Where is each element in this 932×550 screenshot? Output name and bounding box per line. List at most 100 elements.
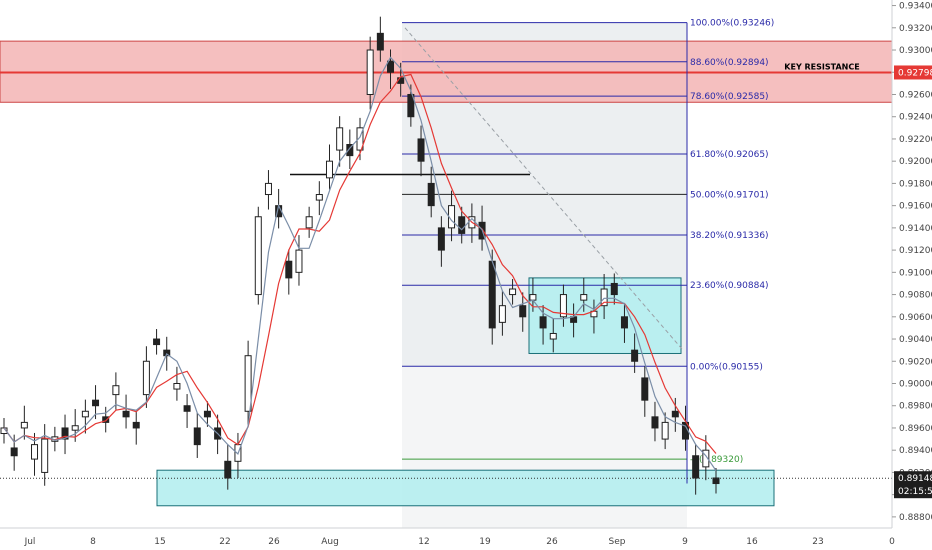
candle-body	[366, 49, 374, 95]
candle	[203, 401, 211, 427]
candle-body	[346, 144, 354, 157]
candle-body	[427, 182, 435, 207]
candle	[498, 290, 506, 336]
candle	[92, 385, 100, 420]
candle-body	[203, 410, 211, 418]
x-tick-label: 23	[812, 537, 823, 547]
candle-body	[702, 449, 710, 468]
candle-body	[519, 305, 527, 318]
candle	[376, 16, 384, 62]
candle-body	[387, 60, 395, 73]
x-tick-label: Jul	[24, 537, 36, 547]
candle	[661, 412, 669, 450]
candle	[437, 216, 445, 267]
candle-body	[336, 127, 344, 151]
candle-body	[631, 349, 639, 362]
candle-body	[31, 444, 39, 460]
candle	[295, 235, 303, 286]
x-tick-label: 19	[479, 537, 491, 547]
candle	[153, 329, 161, 355]
candle	[387, 49, 395, 89]
x-tick-label: 8	[90, 537, 96, 547]
candle	[641, 366, 649, 417]
candle	[10, 434, 18, 471]
candle	[580, 277, 588, 312]
candle	[112, 372, 120, 410]
candle-body	[0, 427, 8, 435]
trendline-dashed	[404, 27, 684, 351]
candle-body	[671, 410, 679, 418]
candle	[336, 116, 344, 167]
candle-body	[661, 421, 669, 440]
candle-body	[498, 305, 506, 323]
candle-body	[529, 294, 537, 301]
candle	[325, 144, 333, 190]
x-tick-label: 16	[746, 537, 758, 547]
candle	[132, 410, 140, 445]
candle-body	[122, 410, 130, 418]
candle-body	[407, 93, 415, 118]
candle	[712, 467, 720, 494]
x-tick-label: Aug	[321, 537, 339, 547]
candle	[315, 181, 323, 216]
candle-body	[305, 216, 313, 229]
candle	[41, 424, 49, 486]
candle-body	[183, 405, 191, 412]
candle	[193, 412, 201, 458]
candle	[671, 397, 679, 432]
moving-average-1	[3, 73, 717, 454]
candle	[183, 394, 191, 428]
candle	[244, 340, 252, 425]
candle-body	[600, 288, 608, 307]
candle-body	[295, 249, 303, 273]
fib-label-2: 78.60%(0.92585)	[690, 92, 769, 102]
candle-body	[71, 425, 79, 431]
candle-body	[641, 377, 649, 401]
candle	[631, 333, 639, 373]
candle-body	[325, 160, 333, 179]
candle	[142, 346, 150, 408]
candle-body	[41, 438, 49, 473]
candle	[427, 166, 435, 218]
candle-body	[173, 382, 181, 390]
fib-label-5: 38.20%(0.91336)	[690, 231, 769, 241]
candle-body	[620, 316, 628, 329]
candle-body	[264, 182, 272, 196]
candle-body	[580, 294, 588, 301]
candle-body	[81, 410, 89, 418]
candle	[620, 303, 628, 343]
candle	[285, 249, 293, 295]
countdown-tag-text: 02:15:50	[898, 487, 932, 497]
candle	[61, 414, 69, 455]
current-price-tag-text: 0.89148	[898, 474, 932, 484]
key-resistance-price-tag-text: 0.92798	[898, 68, 932, 78]
candle	[651, 401, 659, 442]
candle-body	[61, 427, 69, 440]
candle-body	[193, 427, 201, 446]
candle	[458, 206, 466, 244]
candle	[173, 366, 181, 401]
candle-body	[142, 360, 150, 396]
candle-body	[132, 421, 140, 429]
candle-body	[539, 316, 547, 329]
candle	[702, 435, 710, 481]
